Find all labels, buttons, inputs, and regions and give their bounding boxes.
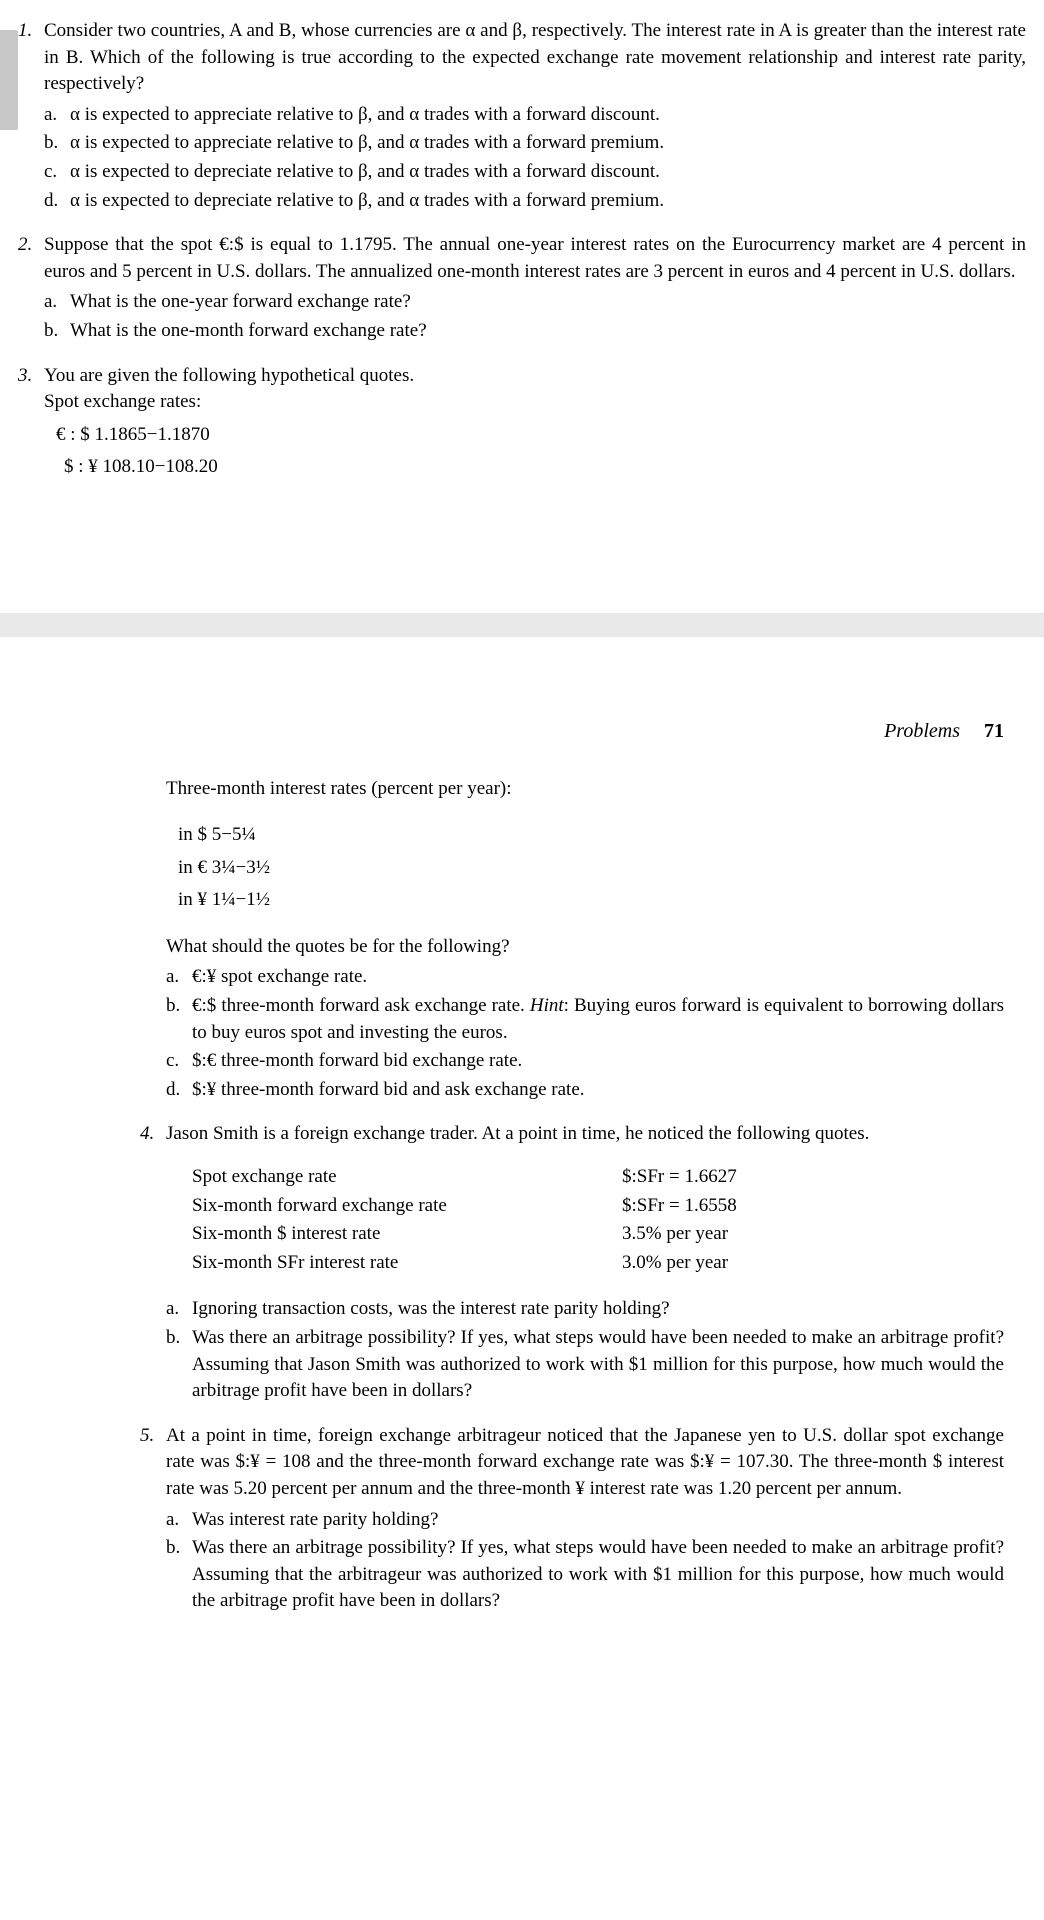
page-side-tab bbox=[0, 30, 18, 130]
option-label: a. bbox=[44, 102, 70, 129]
problem-4: 4. Jason Smith is a foreign exchange tra… bbox=[140, 1121, 1004, 1404]
problem-3-continued: Three-month interest rates (percent per … bbox=[166, 776, 1004, 1104]
problem-1: 1. Consider two countries, A and B, whos… bbox=[18, 18, 1026, 214]
quote-label: Six-month SFr interest rate bbox=[192, 1250, 622, 1277]
subpart-text: What is the one-year forward exchange ra… bbox=[70, 289, 1026, 316]
subpart-label: a. bbox=[166, 1507, 192, 1534]
subpart-label: a. bbox=[166, 1296, 192, 1323]
interest-rate: in ¥ 1¼−1½ bbox=[178, 887, 1004, 914]
quote-value: 3.5% per year bbox=[622, 1221, 1004, 1248]
problem-text: Consider two countries, A and B, whose c… bbox=[44, 18, 1026, 98]
option-text: α is expected to depreciate relative to … bbox=[70, 159, 1026, 186]
problem-number: 2. bbox=[18, 232, 44, 344]
running-page-number: 71 bbox=[984, 720, 1004, 742]
problem-5: 5. At a point in time, foreign exchange … bbox=[140, 1423, 1004, 1615]
problem-text: At a point in time, foreign exchange arb… bbox=[166, 1423, 1004, 1503]
option-text: α is expected to depreciate relative to … bbox=[70, 188, 1026, 215]
subpart-text: €:¥ spot exchange rate. bbox=[192, 964, 1004, 991]
quote-label: Six-month forward exchange rate bbox=[192, 1193, 622, 1220]
subpart-text: Was interest rate parity holding? bbox=[192, 1507, 1004, 1534]
subpart-text: $:¥ three-month forward bid and ask exch… bbox=[192, 1077, 1004, 1104]
problem-text: You are given the following hypothetical… bbox=[44, 363, 1026, 390]
spot-rate: $ : ¥ 108.10−108.20 bbox=[64, 454, 1026, 481]
subpart-text: Ignoring transaction costs, was the inte… bbox=[192, 1296, 1004, 1323]
subpart-text: Was there an arbitrage possibility? If y… bbox=[192, 1535, 1004, 1615]
subpart-prefix: €:$ three-month forward ask exchange rat… bbox=[192, 995, 530, 1016]
option-text: α is expected to appreciate relative to … bbox=[70, 102, 1026, 129]
spot-rate: € : $ 1.1865−1.1870 bbox=[56, 422, 1026, 449]
quote-label: Spot exchange rate bbox=[192, 1164, 622, 1191]
page-gap bbox=[0, 517, 1044, 677]
quote-value: $:SFr = 1.6627 bbox=[622, 1164, 1004, 1191]
problem-number: 3. bbox=[18, 363, 44, 487]
question-prompt: What should the quotes be for the follow… bbox=[166, 934, 1004, 961]
quote-row: Six-month forward exchange rate$:SFr = 1… bbox=[192, 1193, 1004, 1220]
subpart-label: a. bbox=[44, 289, 70, 316]
quote-value: 3.0% per year bbox=[622, 1250, 1004, 1277]
subpart-text: What is the one-month forward exchange r… bbox=[70, 318, 1026, 345]
interest-rate: in $ 5−5¼ bbox=[178, 822, 1004, 849]
running-header: Problems 71 bbox=[140, 717, 1004, 746]
problem-text: Spot exchange rates: bbox=[44, 389, 1026, 416]
running-label: Problems bbox=[884, 720, 960, 742]
subpart-text: Was there an arbitrage possibility? If y… bbox=[192, 1325, 1004, 1405]
quote-row: Six-month $ interest rate3.5% per year bbox=[192, 1221, 1004, 1248]
option-text: α is expected to appreciate relative to … bbox=[70, 130, 1026, 157]
subpart-text: €:$ three-month forward ask exchange rat… bbox=[192, 993, 1004, 1046]
subpart-label: b. bbox=[166, 1325, 192, 1405]
hint-word: Hint bbox=[530, 995, 564, 1016]
quote-row: Six-month SFr interest rate3.0% per year bbox=[192, 1250, 1004, 1277]
problem-text: Suppose that the spot €:$ is equal to 1.… bbox=[44, 232, 1026, 285]
interest-rate: in € 3¼−3½ bbox=[178, 855, 1004, 882]
problem-number: 5. bbox=[140, 1423, 166, 1615]
quote-label: Six-month $ interest rate bbox=[192, 1221, 622, 1248]
subpart-label: b. bbox=[166, 1535, 192, 1615]
option-label: d. bbox=[44, 188, 70, 215]
option-label: c. bbox=[44, 159, 70, 186]
problem-3: 3. You are given the following hypotheti… bbox=[18, 363, 1026, 487]
problem-number: 1. bbox=[18, 18, 44, 214]
subpart-label: b. bbox=[166, 993, 192, 1046]
subpart-label: a. bbox=[166, 964, 192, 991]
subpart-text: $:€ three-month forward bid exchange rat… bbox=[192, 1048, 1004, 1075]
quote-value: $:SFr = 1.6558 bbox=[622, 1193, 1004, 1220]
rates-heading: Three-month interest rates (percent per … bbox=[166, 776, 1004, 803]
problem-text: Jason Smith is a foreign exchange trader… bbox=[166, 1121, 1004, 1148]
subpart-label: c. bbox=[166, 1048, 192, 1075]
subpart-label: d. bbox=[166, 1077, 192, 1104]
problem-number: 4. bbox=[140, 1121, 166, 1404]
subpart-label: b. bbox=[44, 318, 70, 345]
quote-row: Spot exchange rate$:SFr = 1.6627 bbox=[192, 1164, 1004, 1191]
option-label: b. bbox=[44, 130, 70, 157]
problem-2: 2. Suppose that the spot €:$ is equal to… bbox=[18, 232, 1026, 344]
